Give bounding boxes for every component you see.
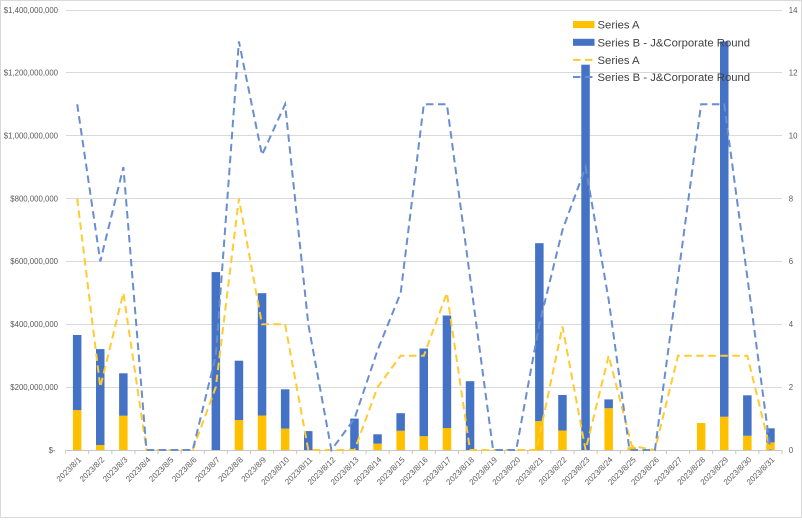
svg-text:4: 4 [789, 320, 794, 329]
svg-text:0: 0 [789, 446, 794, 455]
svg-text:$200,000,000: $200,000,000 [10, 383, 58, 392]
svg-text:12: 12 [789, 69, 798, 78]
svg-text:Series B - J&Corporate Round: Series B - J&Corporate Round [598, 72, 751, 84]
svg-text:$1,000,000,000: $1,000,000,000 [4, 132, 59, 141]
svg-text:$400,000,000: $400,000,000 [10, 320, 58, 329]
svg-text:14: 14 [789, 6, 798, 15]
svg-text:$1,400,000,000: $1,400,000,000 [4, 6, 59, 15]
svg-text:6: 6 [789, 257, 793, 266]
svg-text:10: 10 [789, 132, 798, 141]
svg-text:$-: $- [49, 446, 56, 455]
svg-text:2: 2 [789, 383, 793, 392]
svg-text:$1,200,000,000: $1,200,000,000 [4, 69, 59, 78]
svg-text:Series A: Series A [598, 55, 641, 67]
svg-text:Series B - J&Corporate Round: Series B - J&Corporate Round [598, 37, 751, 49]
svg-text:Series A: Series A [598, 20, 641, 32]
svg-text:8: 8 [789, 194, 793, 203]
svg-text:$800,000,000: $800,000,000 [10, 194, 58, 203]
svg-text:$600,000,000: $600,000,000 [10, 257, 58, 266]
